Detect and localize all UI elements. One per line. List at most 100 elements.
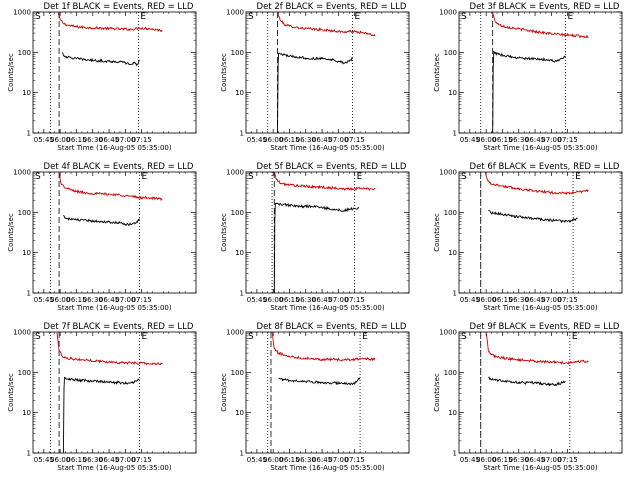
chart-panel-det-7: Det 7f BLACK = Events, RED = LLD 1 10 100 10… [7,322,197,472]
x-tick-label: 06:45 [312,136,332,144]
end-marker-label: E [140,12,146,22]
x-tick-label: 06:15 [279,456,299,464]
y-tick-label: 10 [235,409,244,417]
chart-title: Det 7f BLACK = Events, RED = LLD [44,322,194,332]
plot-frame [245,11,410,134]
y-tick-label: 100 [18,209,31,217]
y-tick-label: 10 [448,249,457,257]
y-tick-label: 1000 [13,9,31,17]
x-tick-label: 07:00 [541,136,561,144]
x-tick-label: 06:00 [50,136,70,144]
start-marker-label: S [35,172,41,182]
y-axis-label: Counts/sec [7,213,15,252]
y-axis-label: Counts/sec [7,373,15,412]
x-tick-label: 05:45 [460,456,480,464]
start-marker-label: S [461,12,467,22]
lld-rate-line [273,171,376,192]
x-tick-label: 05:45 [34,296,54,304]
x-tick-label: 06:30 [83,296,103,304]
chart-title: Det 1f BLACK = Events, RED = LLD [44,2,194,12]
x-tick-label: 06:45 [99,456,119,464]
start-marker-label: S [461,332,467,342]
lld-rate-line [271,331,376,363]
x-tick-label: 07:15 [345,456,365,464]
x-tick-label: 06:15 [492,136,512,144]
lld-rate-line [492,12,589,39]
y-tick-label: 10 [448,89,457,97]
plot-frame [245,171,410,294]
plot-frame [458,171,623,294]
y-tick-label: 10 [22,89,31,97]
start-marker-label: S [248,332,254,342]
x-tick-label: 07:15 [558,456,578,464]
y-tick-label: 100 [231,49,244,57]
y-tick-label: 1000 [226,329,244,337]
y-tick-label: 1 [453,130,457,138]
x-tick-label: 06:30 [296,136,316,144]
y-axis-label: Counts/sec [220,213,228,252]
x-tick-label: 07:15 [132,456,152,464]
y-tick-label: 1 [27,130,31,138]
x-tick-label: 07:00 [115,296,135,304]
chart-panel-det-9: Det 9f BLACK = Events, RED = LLD 1 10 100 10… [433,322,623,472]
x-tick-label: 05:45 [247,456,267,464]
x-tick-label: 07:00 [541,296,561,304]
x-tick-label: 07:15 [558,296,578,304]
y-tick-label: 10 [448,409,457,417]
y-tick-label: 1 [453,450,457,458]
x-axis-label: Start Time (16-Aug-05 05:35:00) [57,144,171,152]
chart-panel-det-3: Det 3f BLACK = Events, RED = LLD 1 10 100 10… [433,2,623,152]
event-rate-line [273,202,360,294]
x-axis-label: Start Time (16-Aug-05 05:35:00) [483,144,597,152]
y-tick-label: 1000 [13,329,31,337]
end-marker-label: E [575,172,581,182]
x-tick-label: 07:15 [558,136,578,144]
y-tick-label: 100 [18,49,31,57]
x-tick-label: 06:15 [492,296,512,304]
y-tick-label: 1 [453,290,457,298]
y-axis-label: Counts/sec [220,53,228,92]
x-tick-label: 06:00 [263,136,283,144]
x-tick-label: 06:30 [83,136,103,144]
y-tick-label: 1 [240,290,244,298]
x-tick-label: 06:45 [312,296,332,304]
end-marker-label: E [572,332,578,342]
x-tick-label: 05:45 [34,136,54,144]
chart-panel-det-5: Det 5f BLACK = Events, RED = LLD 1 10 100 10… [220,162,410,312]
lld-rate-line [484,171,589,195]
x-tick-label: 05:45 [34,456,54,464]
y-axis-label: Counts/sec [433,373,441,412]
y-tick-label: 1 [27,450,31,458]
y-axis-label: Counts/sec [7,53,15,92]
event-rate-line [277,52,353,134]
lld-rate-line [56,331,163,366]
end-marker-label: E [567,12,573,22]
x-tick-label: 06:45 [525,136,545,144]
y-tick-label: 10 [235,89,244,97]
y-tick-label: 1 [27,290,31,298]
event-rate-line [63,214,140,227]
chart-title: Det 8f BLACK = Events, RED = LLD [257,322,407,332]
chart-title: Det 5f BLACK = Events, RED = LLD [257,162,407,172]
x-axis-label: Start Time (16-Aug-05 05:35:00) [483,304,597,312]
x-tick-label: 06:30 [296,296,316,304]
x-tick-label: 06:15 [66,456,86,464]
x-tick-label: 07:00 [541,456,561,464]
lld-rate-line [277,12,376,37]
y-tick-label: 1 [240,450,244,458]
x-axis-label: Start Time (16-Aug-05 05:35:00) [270,144,384,152]
x-tick-label: 07:00 [328,136,348,144]
x-tick-label: 06:30 [296,456,316,464]
y-axis-label: Counts/sec [433,53,441,92]
x-tick-label: 06:30 [509,136,529,144]
y-tick-label: 1000 [439,329,457,337]
x-tick-label: 05:45 [247,296,267,304]
x-tick-label: 05:45 [460,136,480,144]
x-tick-label: 06:00 [476,296,496,304]
x-tick-label: 07:00 [115,456,135,464]
x-tick-label: 06:45 [99,296,119,304]
x-tick-label: 06:30 [83,456,103,464]
x-tick-label: 06:00 [50,296,70,304]
chart-title: Det 2f BLACK = Events, RED = LLD [257,2,407,12]
x-tick-label: 06:45 [312,456,332,464]
